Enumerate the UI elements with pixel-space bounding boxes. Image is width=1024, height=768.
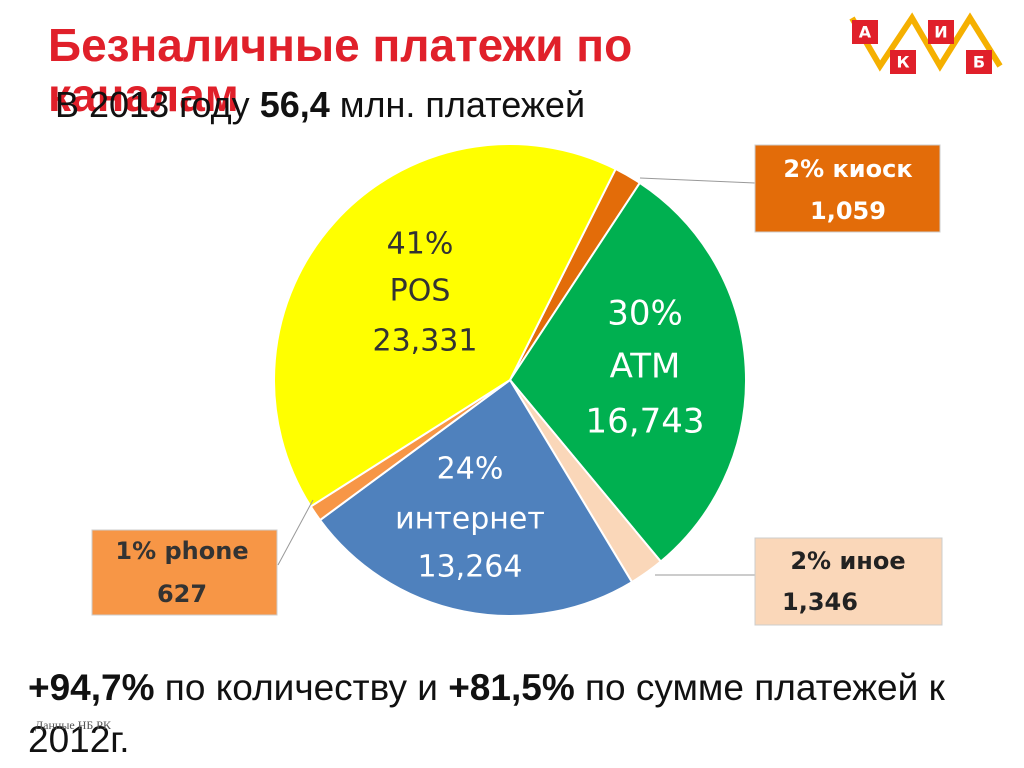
- slide-title: Безналичные платежи по каналам: [48, 19, 633, 121]
- subtitle-number: 56,4: [259, 84, 330, 125]
- category-label: phone: [164, 537, 248, 565]
- subtitle-text: млн. платежей: [329, 84, 586, 125]
- category-label: POS: [390, 274, 451, 309]
- value-label: 16,743: [586, 402, 705, 442]
- value-label: 1,346: [782, 588, 858, 616]
- summary-text: по сумме платежей к 2012г.: [28, 667, 945, 760]
- percent-label: 30%: [607, 294, 683, 334]
- logo: А И К Б: [848, 12, 1016, 84]
- logo-letter: К: [896, 53, 909, 72]
- summary-number: +81,5%: [448, 667, 575, 708]
- pie-slice: [508, 181, 747, 563]
- leader-line: [277, 499, 314, 566]
- subtitle: В 2013 году 56,4 млн. платежей: [55, 84, 585, 126]
- percent-label: 2%: [783, 155, 824, 183]
- slice-label: 2% киоск: [783, 155, 912, 183]
- slice-label: 1% phone: [115, 537, 248, 565]
- percent-label: 1%: [115, 537, 156, 565]
- callout-box: [91, 529, 278, 616]
- callout-box: [754, 537, 943, 626]
- percent-label: 2%: [790, 547, 831, 575]
- pie-slice: [273, 143, 618, 508]
- pie-slice: [318, 378, 634, 617]
- subtitle-text: В 2013 году: [55, 84, 260, 125]
- category-label: ATM: [610, 347, 681, 387]
- summary-number: +94,7%: [28, 667, 155, 708]
- summary-text: по количеству и: [154, 667, 449, 708]
- logo-letter: И: [934, 23, 947, 42]
- leader-line: [639, 177, 756, 184]
- value-label: 1,059: [810, 197, 886, 225]
- callout-box: [754, 144, 941, 233]
- percent-label: 24%: [437, 452, 504, 487]
- summary: +94,7% по количеству и +81,5% по сумме п…: [28, 662, 988, 766]
- logo-letter: Б: [973, 53, 985, 72]
- value-label: 627: [157, 580, 207, 608]
- percent-label: 41%: [387, 227, 454, 262]
- value-label: 23,331: [373, 324, 478, 359]
- category-label: интернет: [395, 502, 545, 537]
- source: Данные НБ РК: [35, 718, 111, 732]
- logo-letter: А: [859, 23, 872, 42]
- value-label: 13,264: [418, 550, 523, 585]
- category-label: иное: [839, 547, 905, 575]
- slice-label: 2% иное: [790, 547, 905, 575]
- category-label: киоск: [833, 155, 913, 183]
